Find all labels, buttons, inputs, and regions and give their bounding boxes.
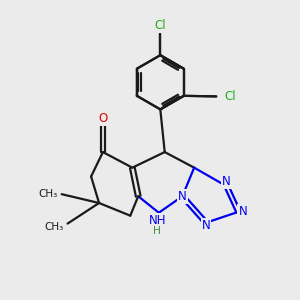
Text: N: N xyxy=(202,219,210,232)
Text: Cl: Cl xyxy=(154,19,166,32)
Text: N: N xyxy=(222,175,231,188)
Text: CH₃: CH₃ xyxy=(44,222,63,232)
Text: Cl: Cl xyxy=(224,90,236,103)
Text: Cl: Cl xyxy=(224,90,236,103)
Text: N: N xyxy=(238,205,247,218)
Text: CH₃: CH₃ xyxy=(38,189,57,199)
Text: Cl: Cl xyxy=(154,19,166,32)
Text: NH: NH xyxy=(148,214,166,226)
Text: O: O xyxy=(98,112,107,125)
Text: N: N xyxy=(178,190,187,203)
Text: H: H xyxy=(153,226,161,236)
